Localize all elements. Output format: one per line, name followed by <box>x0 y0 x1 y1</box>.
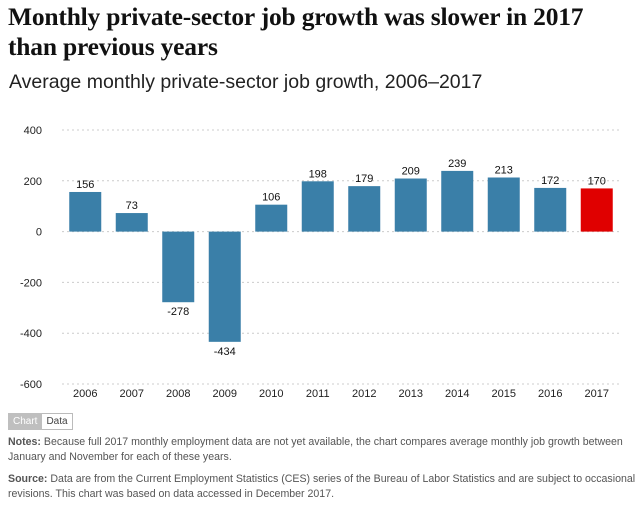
bar-2017 <box>580 188 613 232</box>
bar-2013 <box>394 178 427 232</box>
bar-2010 <box>255 204 288 232</box>
x-tick-label: 2011 <box>306 388 330 400</box>
data-tab[interactable]: Data <box>42 413 73 430</box>
bar-2016 <box>534 187 567 232</box>
x-tick-label: 2013 <box>399 388 423 400</box>
data-label: 106 <box>262 192 280 204</box>
data-label: 172 <box>541 175 559 187</box>
data-label: 73 <box>126 200 138 212</box>
chart-tab[interactable]: Chart <box>8 413 43 430</box>
x-tick-label: 2009 <box>213 388 237 400</box>
notes: Notes: Because full 2017 monthly employm… <box>8 435 636 465</box>
x-tick-label: 2014 <box>445 388 469 400</box>
bar-2008 <box>162 231 195 303</box>
data-label: 156 <box>76 179 94 191</box>
x-tick-label: 2017 <box>585 388 609 400</box>
bar-2007 <box>115 213 148 232</box>
bar-2011 <box>301 181 334 232</box>
chart-subtitle: Average monthly private-sector job growt… <box>9 71 483 93</box>
bar-2014 <box>441 170 474 232</box>
y-tick-label: 400 <box>24 125 42 137</box>
source-label: Source: <box>8 473 48 485</box>
data-label: 170 <box>588 175 606 187</box>
x-tick-label: 2015 <box>492 388 516 400</box>
chart-title: Monthly private-sector job growth was sl… <box>8 2 584 61</box>
notes-label: Notes: <box>8 436 41 448</box>
y-tick-label: -400 <box>20 328 42 340</box>
bar-2015 <box>487 177 520 232</box>
source-text: Data are from the Current Employment Sta… <box>8 473 636 500</box>
x-tick-label: 2016 <box>538 388 562 400</box>
notes-text: Because full 2017 monthly employment dat… <box>8 436 623 463</box>
view-toggle: Chart Data <box>8 413 73 430</box>
x-tick-label: 2008 <box>166 388 190 400</box>
source: Source: Data are from the Current Employ… <box>8 472 636 502</box>
data-label: 239 <box>448 158 466 170</box>
y-tick-label: 0 <box>36 227 42 239</box>
data-label: 209 <box>402 166 420 178</box>
y-tick-label: -200 <box>20 277 42 289</box>
y-tick-label: -600 <box>20 379 42 391</box>
bar-2009 <box>208 231 241 342</box>
x-tick-label: 2006 <box>73 388 97 400</box>
y-tick-label: 200 <box>24 176 42 188</box>
data-label: -278 <box>167 306 189 318</box>
data-label: 213 <box>495 164 513 176</box>
x-tick-label: 2012 <box>352 388 376 400</box>
data-label: 198 <box>309 168 327 180</box>
x-tick-label: 2007 <box>120 388 144 400</box>
bar-chart: 400 200 0 -200 -400 -600 156 2006 73 2007 -278 200… <box>20 125 620 400</box>
bar-2006 <box>69 191 102 232</box>
data-label: 179 <box>355 173 373 185</box>
x-tick-label: 2010 <box>259 388 283 400</box>
data-label: -434 <box>214 346 236 358</box>
bar-2012 <box>348 186 381 232</box>
